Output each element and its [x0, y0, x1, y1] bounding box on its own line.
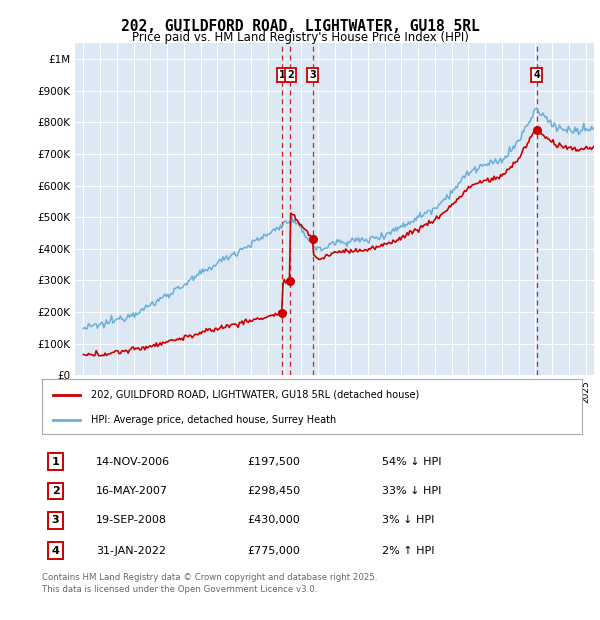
Text: 14-NOV-2006: 14-NOV-2006	[96, 457, 170, 467]
Text: 2% ↑ HPI: 2% ↑ HPI	[382, 546, 434, 556]
Text: 3: 3	[310, 70, 316, 80]
Text: 2: 2	[52, 486, 59, 496]
Text: 16-MAY-2007: 16-MAY-2007	[96, 486, 168, 496]
Text: 1: 1	[52, 457, 59, 467]
Text: Contains HM Land Registry data © Crown copyright and database right 2025.: Contains HM Land Registry data © Crown c…	[42, 574, 377, 583]
Text: 19-SEP-2008: 19-SEP-2008	[96, 515, 167, 525]
Text: 2: 2	[287, 70, 294, 80]
Text: This data is licensed under the Open Government Licence v3.0.: This data is licensed under the Open Gov…	[42, 585, 317, 594]
Text: £775,000: £775,000	[247, 546, 300, 556]
Text: 31-JAN-2022: 31-JAN-2022	[96, 546, 166, 556]
Text: £298,450: £298,450	[247, 486, 301, 496]
Text: 4: 4	[533, 70, 540, 80]
Text: £430,000: £430,000	[247, 515, 300, 525]
Text: £197,500: £197,500	[247, 457, 300, 467]
Text: 202, GUILDFORD ROAD, LIGHTWATER, GU18 5RL: 202, GUILDFORD ROAD, LIGHTWATER, GU18 5R…	[121, 19, 479, 33]
Text: 202, GUILDFORD ROAD, LIGHTWATER, GU18 5RL (detached house): 202, GUILDFORD ROAD, LIGHTWATER, GU18 5R…	[91, 390, 419, 400]
Text: 4: 4	[52, 546, 59, 556]
Text: 3% ↓ HPI: 3% ↓ HPI	[382, 515, 434, 525]
Text: 54% ↓ HPI: 54% ↓ HPI	[382, 457, 442, 467]
Text: Price paid vs. HM Land Registry's House Price Index (HPI): Price paid vs. HM Land Registry's House …	[131, 31, 469, 44]
Text: 33% ↓ HPI: 33% ↓ HPI	[382, 486, 442, 496]
Text: HPI: Average price, detached house, Surrey Heath: HPI: Average price, detached house, Surr…	[91, 415, 336, 425]
Text: 3: 3	[52, 515, 59, 525]
Text: 1: 1	[279, 70, 286, 80]
